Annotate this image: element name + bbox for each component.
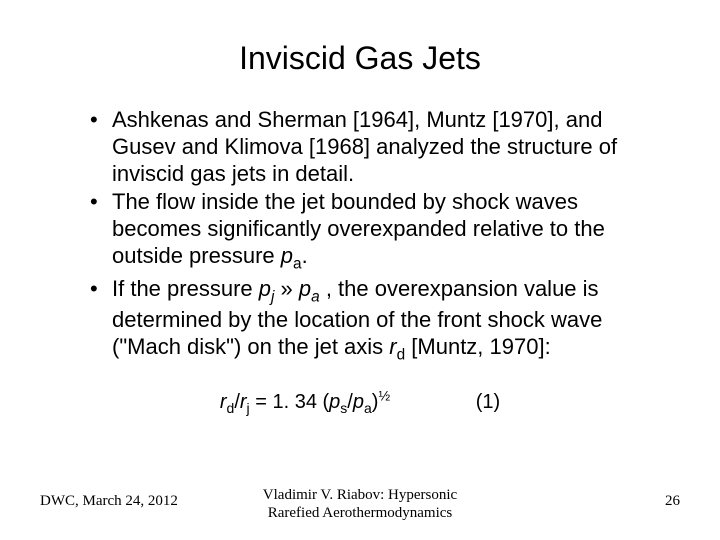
footer: DWC, March 24, 2012 Vladimir V. Riabov: … xyxy=(0,486,720,522)
slide: Inviscid Gas Jets Ashkenas and Sherman [… xyxy=(0,0,720,540)
bullet-item: The flow inside the jet bounded by shock… xyxy=(90,189,650,274)
footer-date: DWC, March 24, 2012 xyxy=(40,493,178,510)
footer-line1: Vladimir V. Riabov: Hypersonic xyxy=(263,487,457,503)
eq-mid: = 1. 34 ( xyxy=(250,391,330,413)
page-number: 26 xyxy=(665,493,680,510)
bullet-item: If the pressure pj » pa , the overexpans… xyxy=(90,276,650,365)
footer-line2: Rarefied Aerothermodynamics xyxy=(268,505,453,521)
sub-a: a xyxy=(364,400,372,416)
equation-body: rd/rj = 1. 34 (ps/pa)½ xyxy=(220,391,396,413)
bullet-item: Ashkenas and Sherman [1964], Muntz [1970… xyxy=(90,107,650,187)
var-r: r xyxy=(220,391,227,413)
var-r2: r xyxy=(240,391,247,413)
slide-title: Inviscid Gas Jets xyxy=(50,40,670,77)
bullet-text: If the pressure pj » pa , the overexpans… xyxy=(112,276,602,359)
equation-number: (1) xyxy=(476,391,500,414)
bullet-text: Ashkenas and Sherman [1964], Muntz [1970… xyxy=(112,107,617,186)
equation: rd/rj = 1. 34 (ps/pa)½ (1) xyxy=(50,387,670,416)
exp-half: ½ xyxy=(378,387,390,403)
var-ps: p xyxy=(329,391,340,413)
bullet-list: Ashkenas and Sherman [1964], Muntz [1970… xyxy=(90,107,650,365)
var-pa: p xyxy=(353,391,364,413)
bullet-text: The flow inside the jet bounded by shock… xyxy=(112,189,605,268)
